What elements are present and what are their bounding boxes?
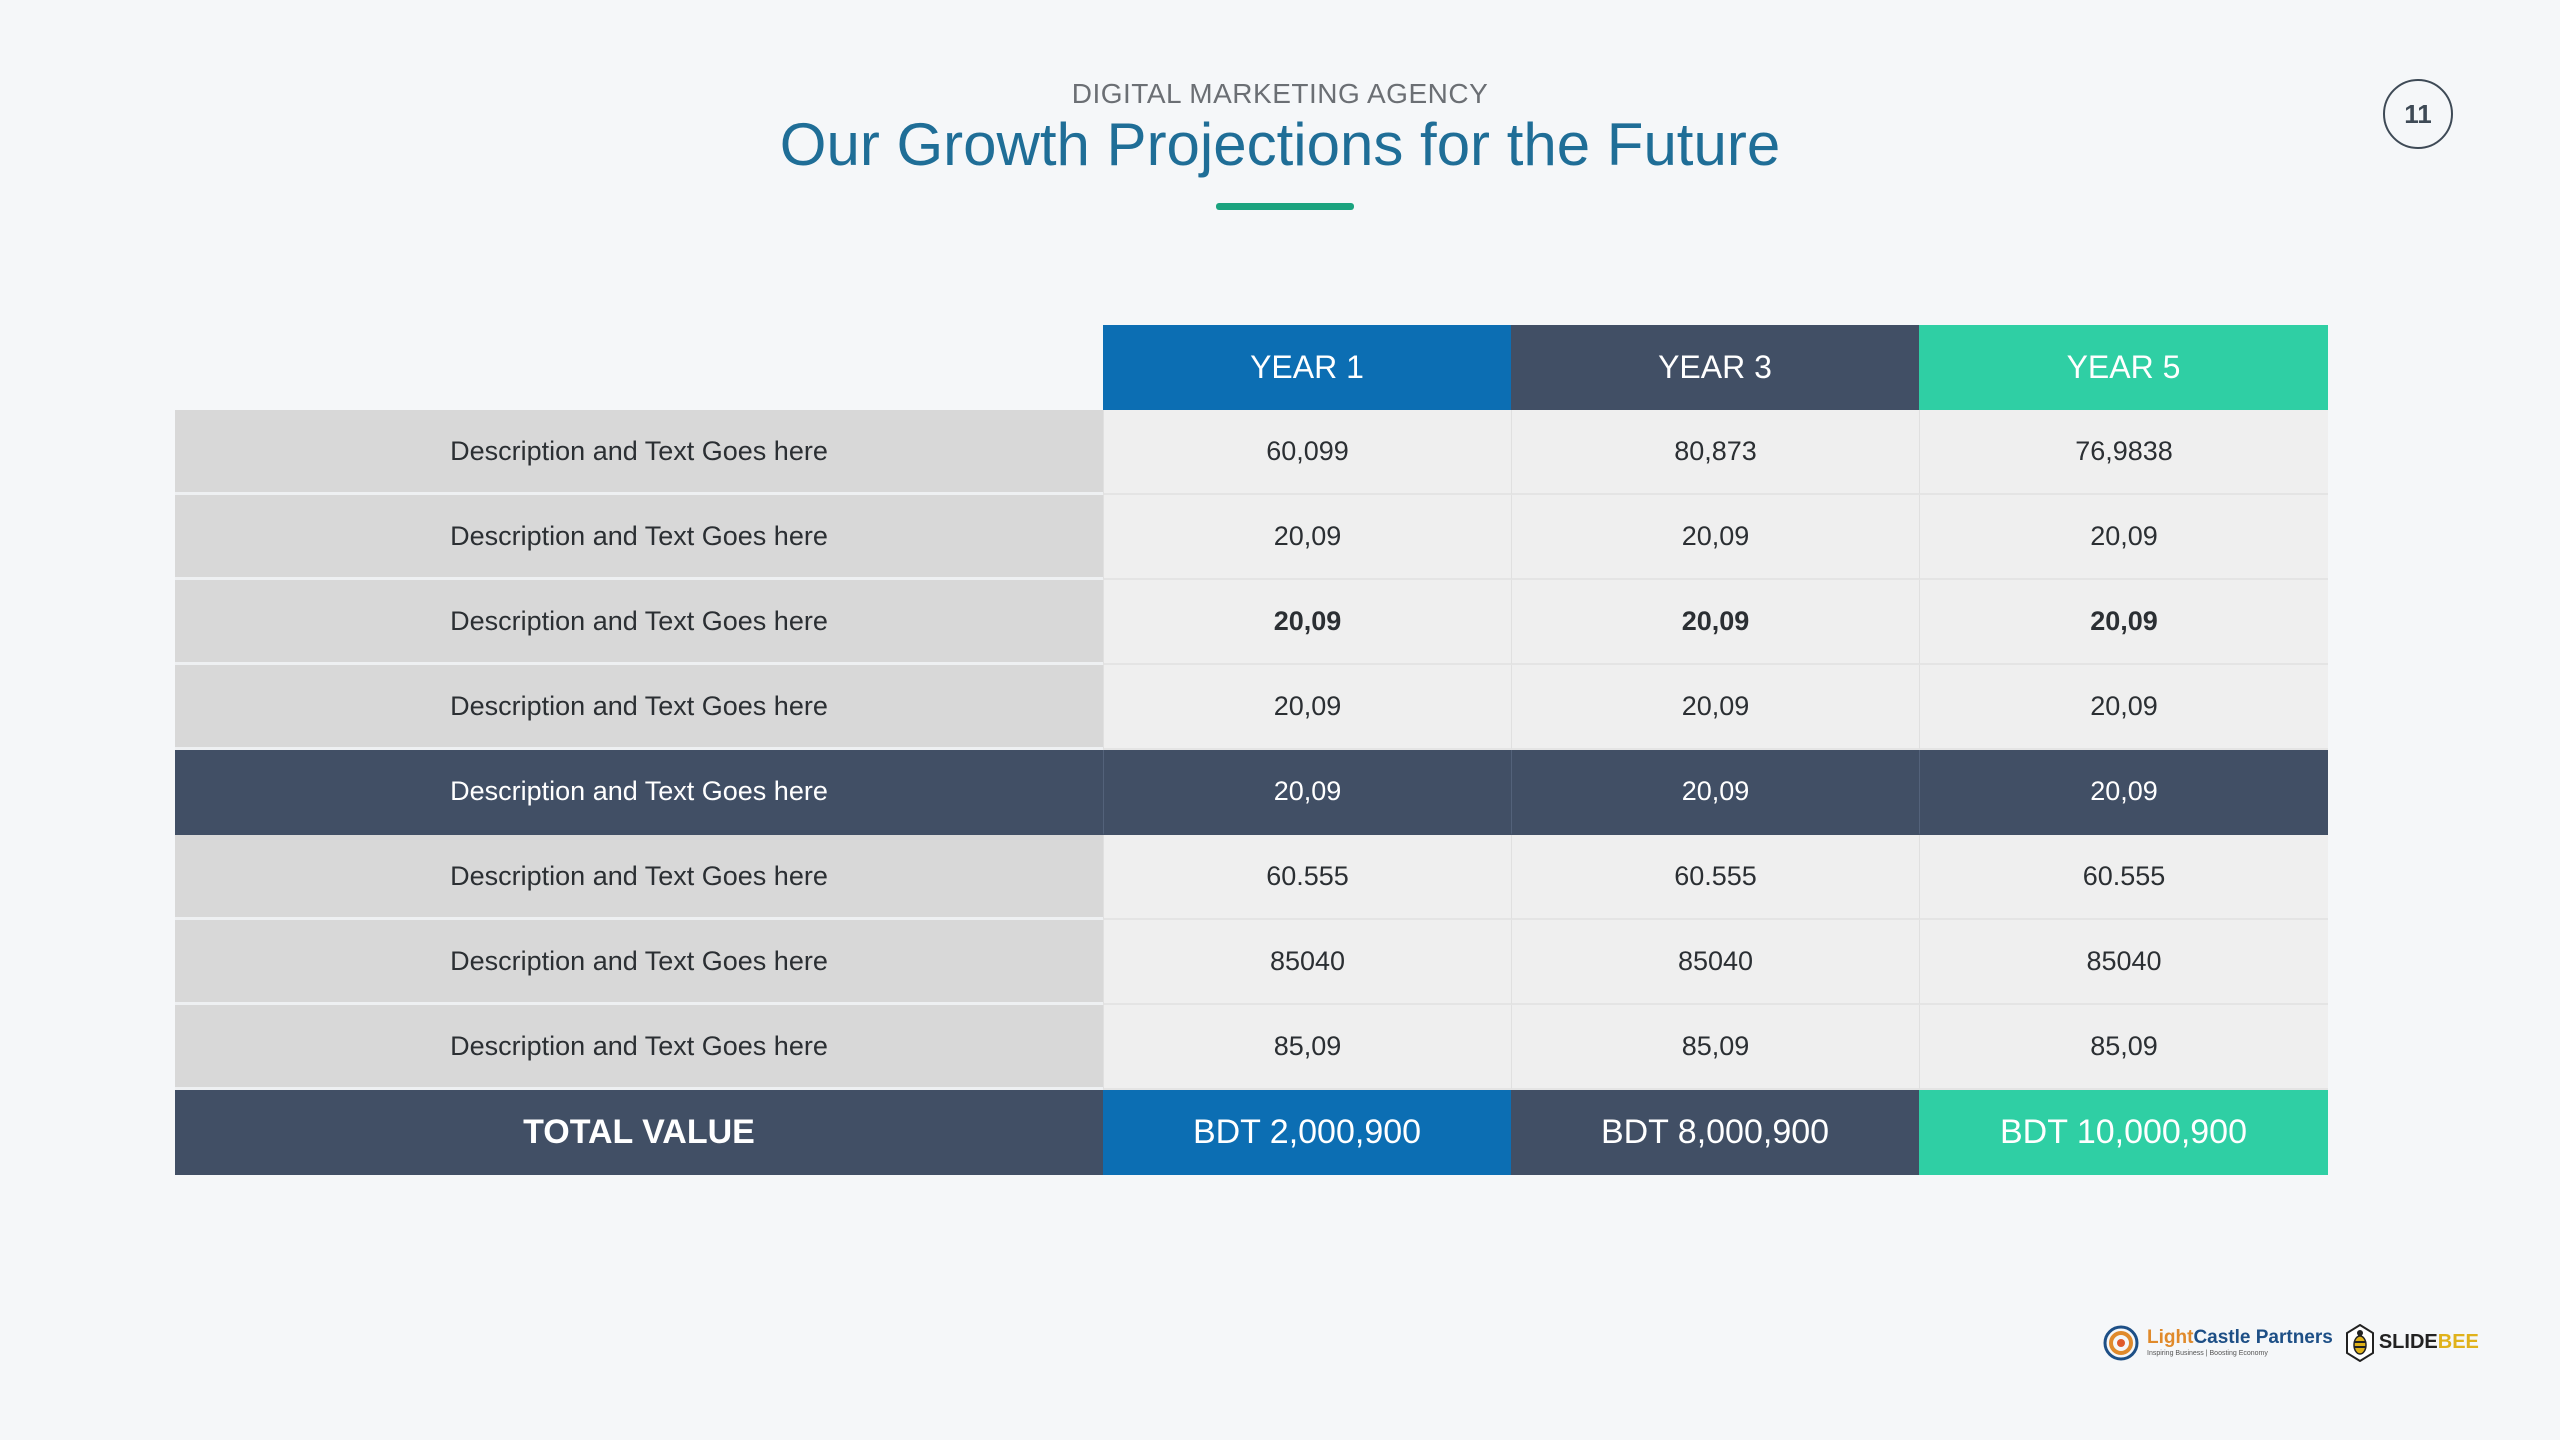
row-value-year-3: 20,09 <box>1511 665 1919 750</box>
row-label: Description and Text Goes here <box>175 750 1103 835</box>
row-value-year-1: 20,09 <box>1103 580 1511 665</box>
row-value-year-3: 20,09 <box>1511 580 1919 665</box>
header-year-5: YEAR 5 <box>1919 325 2328 410</box>
row-value-year-1: 85,09 <box>1103 1005 1511 1090</box>
row-label: Description and Text Goes here <box>175 835 1103 920</box>
row-label: Description and Text Goes here <box>175 580 1103 665</box>
table-header-row: YEAR 1 YEAR 3 YEAR 5 <box>175 325 2328 410</box>
table-row: Description and Text Goes here 85,09 85,… <box>175 1005 2328 1090</box>
row-label: Description and Text Goes here <box>175 920 1103 1005</box>
total-label: TOTAL VALUE <box>175 1090 1103 1175</box>
total-year-3: BDT 8,000,900 <box>1511 1090 1919 1175</box>
row-label: Description and Text Goes here <box>175 410 1103 495</box>
table-row: Description and Text Goes here 20,09 20,… <box>175 665 2328 750</box>
lightcastle-wordmark: LightCastle Partners Inspiring Business … <box>2147 1328 2333 1357</box>
row-value-year-5: 76,9838 <box>1919 410 2328 495</box>
row-value-year-5: 20,09 <box>1919 580 2328 665</box>
header-blank-cell <box>175 325 1103 410</box>
lightcastle-logo-icon <box>2103 1325 2139 1360</box>
row-value-year-3: 20,09 <box>1511 750 1919 835</box>
row-value-year-1: 85040 <box>1103 920 1511 1005</box>
header-year-3: YEAR 3 <box>1511 325 1919 410</box>
row-value-year-5: 85040 <box>1919 920 2328 1005</box>
row-value-year-1: 20,09 <box>1103 665 1511 750</box>
row-value-year-3: 20,09 <box>1511 495 1919 580</box>
table-row: Description and Text Goes here 85040 850… <box>175 920 2328 1005</box>
slide-title: Our Growth Projections for the Future <box>779 111 1781 178</box>
agency-supertitle: DIGITAL MARKETING AGENCY <box>1071 78 1489 109</box>
row-value-year-1: 20,09 <box>1103 750 1511 835</box>
table-row: Description and Text Goes here 60.555 60… <box>175 835 2328 920</box>
row-label: Description and Text Goes here <box>175 495 1103 580</box>
header-year-1: YEAR 1 <box>1103 325 1511 410</box>
row-value-year-3: 60.555 <box>1511 835 1919 920</box>
row-value-year-1: 60.555 <box>1103 835 1511 920</box>
title-underline <box>1216 203 1354 210</box>
table-row: Description and Text Goes here 20,09 20,… <box>175 495 2328 580</box>
projections-table: YEAR 1 YEAR 3 YEAR 5 Description and Tex… <box>175 325 2328 1175</box>
table-row-highlighted: Description and Text Goes here 20,09 20,… <box>175 750 2328 835</box>
page-number-badge: 11 <box>2383 79 2453 149</box>
lightcastle-tagline: Inspiring Business | Boosting Economy <box>2147 1350 2268 1357</box>
row-label: Description and Text Goes here <box>175 665 1103 750</box>
row-value-year-5: 85,09 <box>1919 1005 2328 1090</box>
slidebee-wordmark: SLIDEBEE <box>2379 1331 2479 1354</box>
lightcastle-name-light: Light <box>2147 1327 2194 1348</box>
slidebee-bee: BEE <box>2437 1331 2479 1353</box>
row-label: Description and Text Goes here <box>175 1005 1103 1090</box>
row-value-year-5: 20,09 <box>1919 495 2328 580</box>
slidebee-slide: SLIDE <box>2378 1331 2438 1353</box>
lightcastle-name: LightCastle Partners <box>2147 1328 2333 1347</box>
row-value-year-3: 85040 <box>1511 920 1919 1005</box>
slidebee-logo-icon <box>2345 1323 2374 1362</box>
table-total-row: TOTAL VALUE BDT 2,000,900 BDT 8,000,900 … <box>175 1090 2328 1175</box>
total-year-1: BDT 2,000,900 <box>1103 1090 1511 1175</box>
row-value-year-1: 60,099 <box>1103 410 1511 495</box>
total-year-5: BDT 10,000,900 <box>1919 1090 2328 1175</box>
table-row: Description and Text Goes here 60,099 80… <box>175 410 2328 495</box>
row-value-year-3: 80,873 <box>1511 410 1919 495</box>
lightcastle-name-rest: Castle Partners <box>2193 1327 2333 1348</box>
footer-logos: LightCastle Partners Inspiring Business … <box>2103 1320 2479 1365</box>
row-value-year-5: 20,09 <box>1919 750 2328 835</box>
row-value-year-5: 60.555 <box>1919 835 2328 920</box>
row-value-year-3: 85,09 <box>1511 1005 1919 1090</box>
row-value-year-5: 20,09 <box>1919 665 2328 750</box>
row-value-year-1: 20,09 <box>1103 495 1511 580</box>
table-row: Description and Text Goes here 20,09 20,… <box>175 580 2328 665</box>
